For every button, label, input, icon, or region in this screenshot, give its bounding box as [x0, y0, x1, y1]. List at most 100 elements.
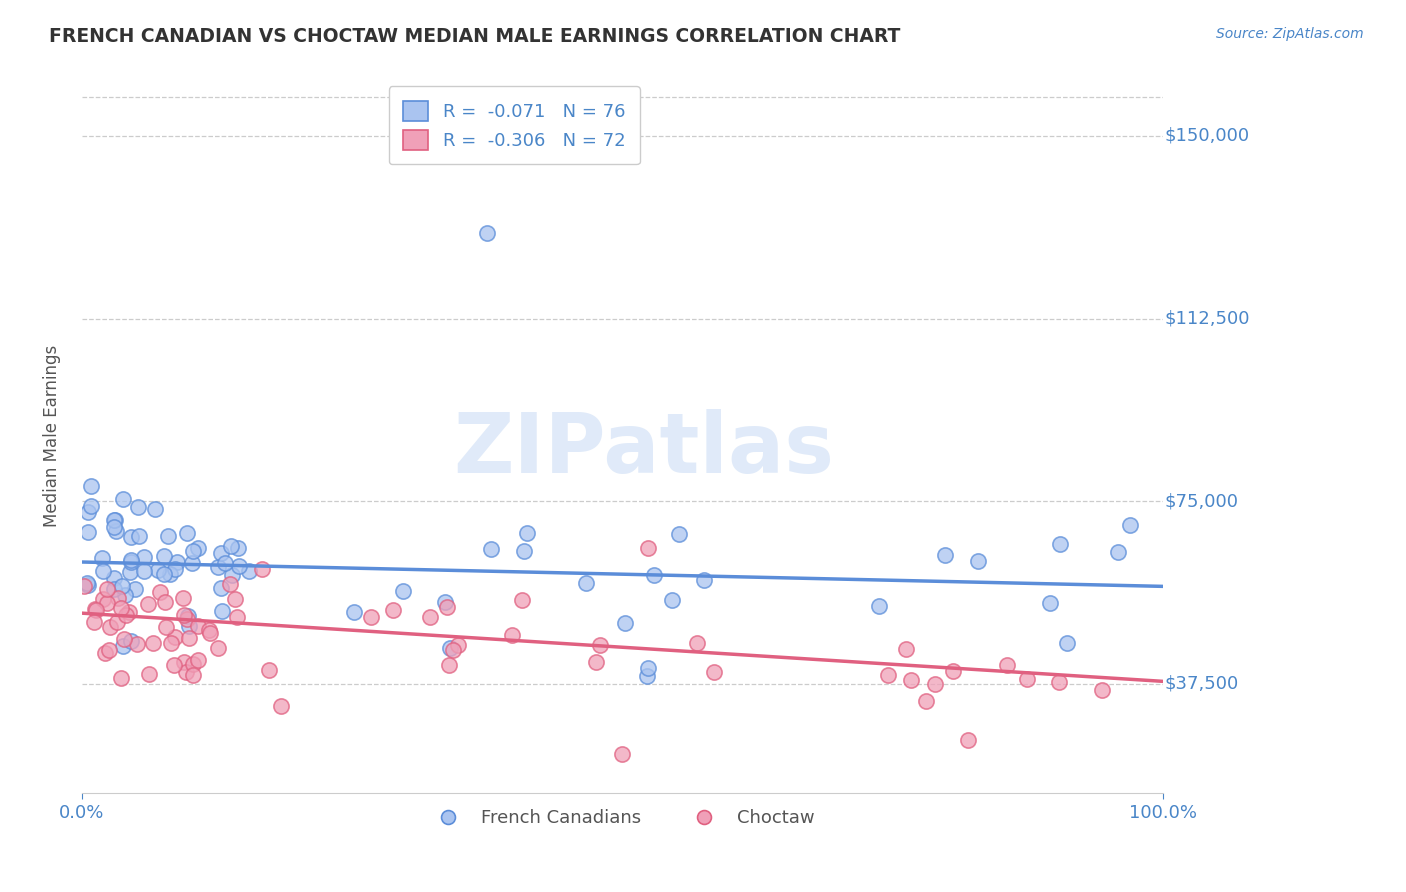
Point — [997, 657, 1019, 672]
Point — [120, 555, 142, 569]
Point — [96, 596, 118, 610]
Point — [436, 599, 458, 614]
Point — [112, 632, 135, 646]
Point — [589, 638, 612, 652]
Point — [138, 667, 160, 681]
Point — [120, 553, 142, 567]
Point — [104, 513, 127, 527]
Point — [250, 562, 273, 576]
Point — [966, 554, 988, 568]
Point — [219, 539, 242, 553]
Point — [132, 549, 155, 564]
Point — [79, 500, 101, 514]
Point — [90, 551, 112, 566]
Point — [221, 568, 243, 582]
Point — [1049, 537, 1071, 551]
Point — [477, 227, 499, 241]
Point — [105, 615, 128, 629]
Point — [211, 604, 233, 618]
Point — [181, 657, 204, 672]
Point — [187, 619, 209, 633]
Point — [110, 671, 132, 685]
Point — [152, 549, 174, 563]
Point — [84, 601, 107, 615]
Point — [177, 632, 200, 646]
Point — [200, 625, 222, 640]
Point — [187, 653, 209, 667]
Point — [165, 562, 187, 576]
Point — [77, 578, 100, 592]
Point — [1090, 682, 1112, 697]
Point — [80, 479, 103, 493]
Point — [209, 546, 232, 560]
Point — [209, 581, 232, 595]
Point — [686, 636, 709, 650]
Point — [112, 639, 135, 653]
Point — [124, 582, 146, 597]
Point — [360, 610, 382, 624]
Point — [94, 646, 117, 660]
Point — [181, 668, 204, 682]
Point — [614, 615, 637, 630]
Point — [173, 655, 195, 669]
Point — [177, 619, 200, 633]
Point — [693, 573, 716, 587]
Point — [163, 630, 186, 644]
Point — [439, 657, 461, 672]
Point — [934, 548, 956, 562]
Point — [125, 636, 148, 650]
Point — [136, 598, 159, 612]
Point — [177, 608, 200, 623]
Point — [957, 732, 980, 747]
Point — [132, 564, 155, 578]
Point — [439, 640, 461, 655]
Point — [1107, 545, 1129, 559]
Point — [118, 565, 141, 579]
Point — [118, 605, 141, 619]
Point — [145, 502, 167, 516]
Y-axis label: Median Male Earnings: Median Male Earnings — [44, 344, 60, 526]
Point — [612, 747, 634, 762]
Text: $112,500: $112,500 — [1166, 310, 1250, 327]
Point — [149, 585, 172, 599]
Point — [447, 638, 470, 652]
Point — [83, 615, 105, 629]
Legend: French Canadians, Choctaw: French Canadians, Choctaw — [423, 802, 821, 834]
Point — [115, 607, 138, 622]
Point — [159, 635, 181, 649]
Point — [343, 605, 366, 619]
Point — [1039, 595, 1062, 609]
Point — [187, 541, 209, 555]
Point — [226, 609, 249, 624]
Point — [1119, 517, 1142, 532]
Point — [84, 603, 107, 617]
Point — [152, 566, 174, 581]
Point — [877, 668, 900, 682]
Point — [1047, 674, 1070, 689]
Point — [172, 591, 194, 605]
Point — [1056, 636, 1078, 650]
Text: $37,500: $37,500 — [1166, 674, 1239, 693]
Point — [637, 541, 659, 555]
Point — [107, 591, 129, 606]
Point — [207, 560, 229, 574]
Point — [382, 603, 405, 617]
Point — [155, 620, 177, 634]
Point — [77, 525, 100, 540]
Point — [103, 513, 125, 527]
Point — [942, 665, 965, 679]
Point — [516, 526, 538, 541]
Point — [91, 592, 114, 607]
Point — [207, 640, 229, 655]
Point — [166, 556, 188, 570]
Point — [120, 530, 142, 544]
Point — [637, 661, 659, 675]
Point — [77, 505, 100, 519]
Text: ZIPatlas: ZIPatlas — [454, 409, 834, 491]
Point — [127, 500, 149, 514]
Point — [146, 563, 169, 577]
Point — [155, 595, 177, 609]
Point — [924, 677, 946, 691]
Point — [181, 544, 204, 558]
Point — [392, 584, 415, 599]
